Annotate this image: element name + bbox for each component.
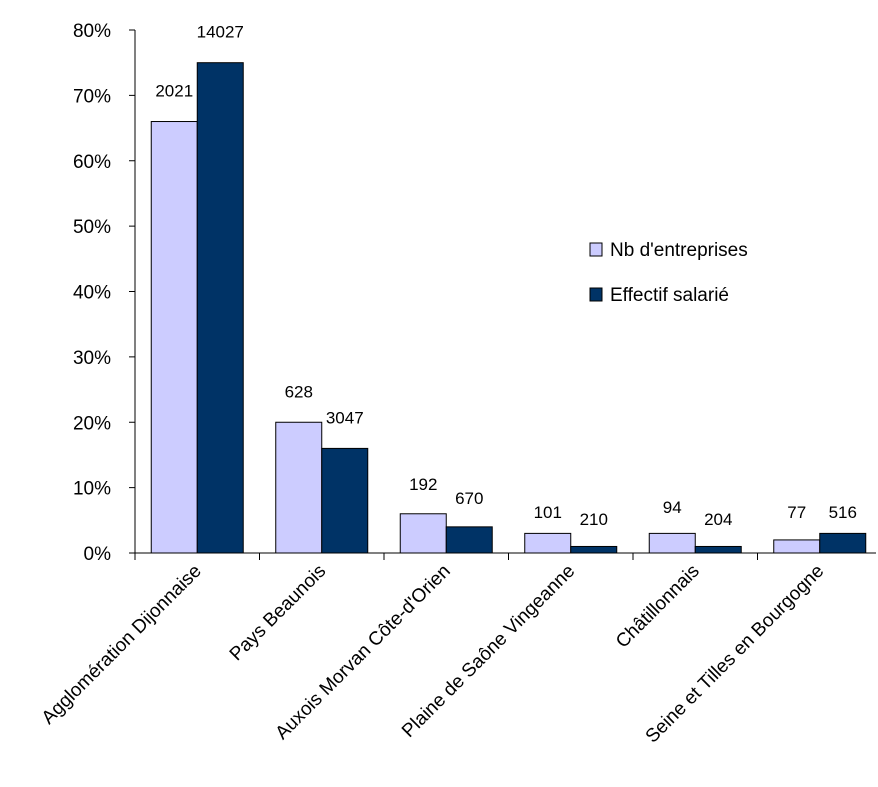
x-category-label: Châtillonnais <box>612 561 704 653</box>
y-tick-label: 70% <box>73 86 111 107</box>
data-label: 192 <box>409 475 437 494</box>
bar-effectif <box>570 545 618 554</box>
bars <box>150 62 867 554</box>
bar-entreprises <box>399 513 447 554</box>
bar-effectif <box>694 545 742 554</box>
data-label: 14027 <box>197 23 244 42</box>
y-tick-label: 30% <box>73 348 111 369</box>
data-label: 210 <box>580 510 608 529</box>
data-label: 628 <box>285 382 313 401</box>
data-label: 77 <box>787 503 806 522</box>
y-tick-label: 20% <box>73 413 111 434</box>
bar-entreprises <box>150 121 198 554</box>
data-label: 516 <box>829 503 857 522</box>
y-tick-label: 0% <box>84 544 112 565</box>
bar-effectif <box>445 526 493 554</box>
x-category-label: Pays Beaunois <box>226 561 330 665</box>
legend-swatch <box>589 242 603 257</box>
bar-entreprises <box>773 539 821 554</box>
bar-effectif <box>819 532 867 554</box>
y-tick-label: 50% <box>73 217 111 238</box>
data-label: 204 <box>704 510 732 529</box>
x-category-label: Agglomération Dijonnaise <box>38 561 206 729</box>
legend[interactable]: Nb d'entreprises Effectif salarié <box>589 240 748 306</box>
bar-entreprises <box>648 532 696 554</box>
legend-swatch <box>589 287 603 302</box>
data-label: 101 <box>534 503 562 522</box>
y-tick-label: 60% <box>73 152 111 173</box>
data-label: 2021 <box>155 82 193 101</box>
bar-effectif <box>196 62 244 554</box>
y-tick-label: 10% <box>73 479 111 500</box>
legend-label: Effectif salarié <box>610 285 729 306</box>
data-label: 3047 <box>326 408 364 427</box>
data-label: 670 <box>455 489 483 508</box>
bar-entreprises <box>275 421 323 554</box>
data-labels: 2021 14027 628 3047 192 670 101 210 94 204 77 516 <box>155 23 857 529</box>
bar-effectif <box>321 447 369 554</box>
legend-label: Nb d'entreprises <box>610 240 748 261</box>
y-tick-label: 80% <box>73 21 111 42</box>
y-tick-label: 40% <box>73 283 111 304</box>
bar-entreprises <box>524 532 572 554</box>
data-label: 94 <box>663 498 682 517</box>
